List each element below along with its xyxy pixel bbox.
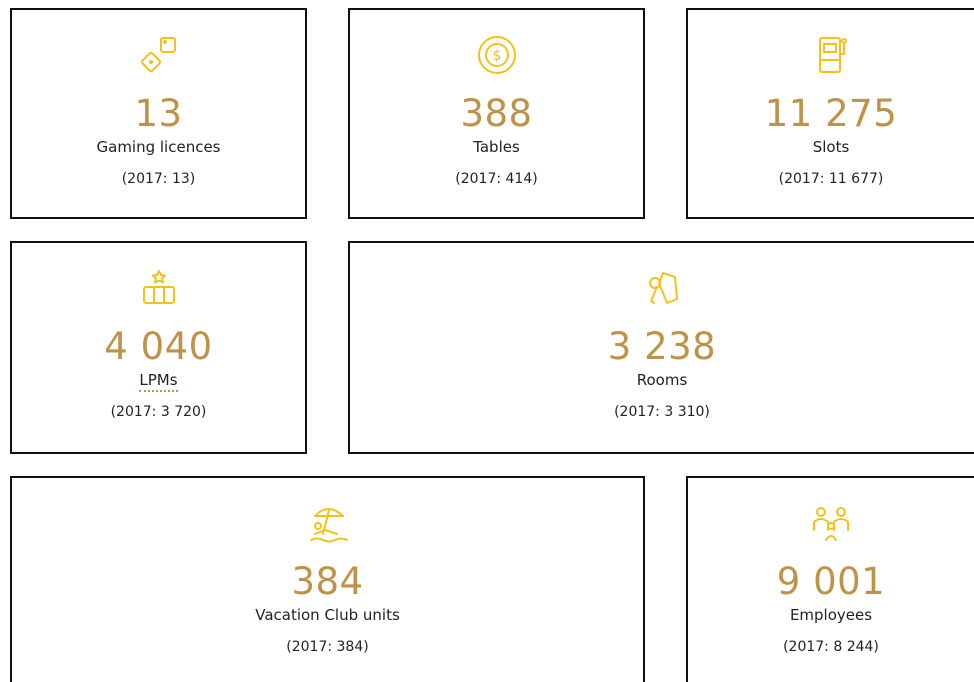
- stat-value: 384: [291, 560, 364, 603]
- stat-value: 13: [134, 92, 183, 135]
- stat-card: $ 388 Tables (2017: 414): [348, 8, 645, 219]
- stat-card: 13 Gaming licences (2017: 13): [10, 8, 307, 219]
- dice-icon: [140, 37, 176, 73]
- stat-value: 11 275: [764, 92, 898, 135]
- stat-prior: (2017: 384): [286, 639, 369, 655]
- stat-card: 4 040 LPMs (2017: 3 720): [10, 241, 307, 454]
- stat-card: 384 Vacation Club units (2017: 384): [10, 476, 645, 682]
- chip-icon: $: [477, 36, 516, 74]
- stat-prior: (2017: 414): [455, 171, 538, 187]
- stat-prior: (2017: 8 244): [783, 639, 879, 655]
- stat-label: Rooms: [636, 371, 688, 389]
- stat-label: Vacation Club units: [255, 606, 400, 624]
- svg-text:$: $: [492, 48, 501, 64]
- stat-label: Tables: [473, 138, 520, 156]
- stat-label: LPMs: [12, 371, 305, 392]
- stat-prior: (2017: 11 677): [778, 171, 884, 187]
- stat-label: Gaming licences: [96, 138, 221, 156]
- stat-card: 9 001 Employees (2017: 8 244): [686, 476, 974, 682]
- stat-value: 3 238: [607, 325, 717, 368]
- stat-card: 3 238 Rooms (2017: 3 310): [348, 241, 974, 454]
- stat-value: 9 001: [776, 560, 886, 603]
- stat-prior: (2017: 13): [121, 171, 196, 187]
- stat-card: 11 275 Slots (2017: 11 677): [686, 8, 974, 219]
- beach-icon: [309, 508, 348, 543]
- stat-label: Slots: [812, 138, 850, 156]
- stat-prior: (2017: 3 720): [110, 404, 207, 420]
- keys-icon: [649, 272, 678, 304]
- people-icon: [813, 507, 849, 541]
- slot-icon: [819, 37, 847, 73]
- stat-prior: (2017: 3 310): [614, 404, 710, 420]
- stat-label: Employees: [789, 606, 873, 624]
- lpm-icon: [142, 270, 175, 304]
- stat-value: 388: [460, 92, 533, 135]
- stat-value: 4 040: [104, 325, 213, 368]
- stat-label-link[interactable]: LPMs: [139, 371, 178, 392]
